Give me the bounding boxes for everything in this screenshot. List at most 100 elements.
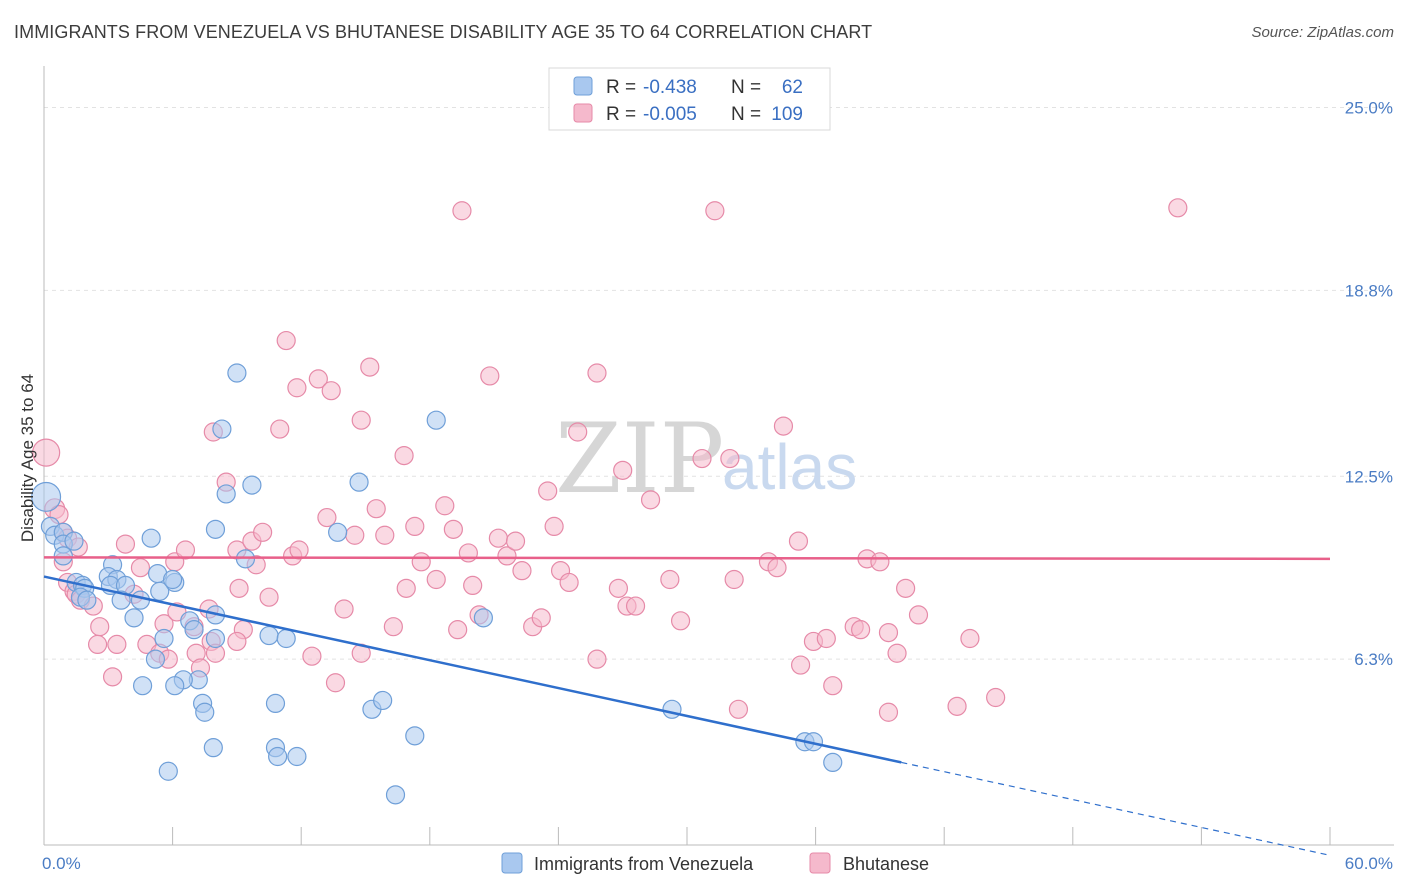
point-venezuela — [205, 628, 226, 649]
point-bhutanese — [405, 516, 425, 537]
point-bhutanese — [308, 369, 328, 389]
point-bhutanese — [640, 490, 661, 510]
point-bhutanese — [790, 655, 811, 675]
point-bhutanese — [345, 525, 365, 545]
x-tick-labels: 0.0% 60.0% — [42, 854, 1393, 873]
trend-line-venezuela-extension — [901, 761, 1331, 856]
point-bhutanese — [767, 558, 787, 578]
point-venezuela — [287, 746, 307, 767]
point-bhutanese — [544, 516, 564, 537]
point-bhutanese — [705, 201, 725, 221]
point-bhutanese — [488, 528, 508, 548]
point-bhutanese — [724, 569, 744, 590]
point-bhutanese — [587, 363, 607, 383]
point-bhutanese — [396, 578, 416, 598]
y-tick-labels: 6.3% 12.5% 18.8% 25.0% — [1345, 99, 1393, 670]
grid-lines — [44, 107, 1394, 660]
point-bhutanese — [559, 572, 579, 593]
point-venezuela — [268, 746, 288, 767]
point-venezuela — [53, 546, 73, 566]
point-bhutanese — [302, 646, 322, 666]
point-bhutanese — [289, 540, 309, 560]
y-tick-label: 6.3% — [1354, 650, 1393, 669]
watermark-atlas: atlas — [722, 431, 857, 503]
point-bhutanese — [334, 599, 354, 619]
point-bhutanese — [253, 522, 273, 542]
point-venezuela — [823, 752, 843, 773]
y-tick-label: 25.0% — [1345, 99, 1393, 118]
point-bhutanese — [426, 569, 446, 590]
point-venezuela — [426, 410, 446, 430]
point-bhutanese — [115, 534, 136, 554]
point-bhutanese — [259, 587, 279, 607]
point-bhutanese — [660, 569, 680, 590]
point-venezuela — [31, 481, 62, 512]
trend-line-bhutanese — [43, 556, 1331, 561]
point-bhutanese — [102, 667, 123, 687]
point-bhutanese — [816, 628, 836, 649]
point-bhutanese — [375, 525, 395, 545]
point-bhutanese — [870, 552, 890, 572]
point-venezuela — [111, 590, 131, 610]
point-bhutanese — [287, 378, 307, 398]
point-venezuela — [662, 699, 682, 719]
point-bhutanese — [720, 448, 740, 469]
point-venezuela — [473, 608, 493, 628]
series-legend-label-bhutanese: Bhutanese — [843, 854, 929, 874]
stats-legend-box — [548, 67, 831, 131]
point-bhutanese — [908, 605, 929, 625]
legend-r-value: -0.438 — [643, 77, 697, 98]
point-venezuela — [165, 676, 185, 696]
point-bhutanese — [587, 649, 607, 669]
point-bhutanese — [229, 578, 249, 598]
legend-r-label: R = — [606, 77, 636, 98]
point-bhutanese — [960, 628, 980, 649]
point-bhutanese — [270, 419, 290, 439]
point-bhutanese — [692, 448, 712, 469]
chart-title: IMMIGRANTS FROM VENEZUELA VS BHUTANESE D… — [14, 22, 873, 42]
legend-swatch-venezuela — [573, 76, 593, 96]
point-bhutanese — [728, 699, 749, 719]
point-bhutanese — [227, 631, 247, 652]
point-venezuela — [242, 475, 262, 495]
point-bhutanese — [276, 330, 296, 351]
point-bhutanese — [130, 558, 151, 578]
point-venezuela — [195, 702, 215, 722]
point-bhutanese — [613, 460, 633, 480]
point-venezuela — [130, 590, 151, 610]
point-bhutanese — [458, 543, 478, 563]
legend-n-label: N = — [731, 77, 761, 98]
point-bhutanese — [823, 676, 843, 696]
point-bhutanese — [107, 634, 127, 655]
series-legend-label-venezuela: Immigrants from Venezuela — [534, 854, 754, 874]
point-venezuela — [227, 363, 247, 383]
point-bhutanese — [90, 617, 110, 637]
point-bhutanese — [383, 617, 403, 637]
point-venezuela — [276, 628, 296, 649]
point-bhutanese — [87, 634, 108, 655]
point-bhutanese — [851, 620, 871, 640]
point-bhutanese — [497, 546, 517, 566]
point-venezuela — [184, 620, 204, 640]
point-bhutanese — [448, 620, 468, 640]
point-venezuela — [154, 628, 174, 649]
point-bhutanese — [608, 578, 629, 598]
point-bhutanese — [317, 507, 337, 528]
point-venezuela — [216, 484, 236, 504]
point-bhutanese — [538, 481, 558, 501]
point-bhutanese — [435, 496, 455, 516]
point-bhutanese — [670, 611, 691, 631]
stats-legend: R = -0.438 N = 62 R = -0.005 N = 109 — [548, 67, 831, 131]
point-bhutanese — [878, 622, 899, 643]
point-bhutanese — [360, 357, 380, 377]
point-venezuela — [373, 690, 393, 711]
legend-n-value: 109 — [771, 104, 803, 125]
point-bhutanese — [463, 575, 483, 596]
legend-n-value: 62 — [782, 77, 803, 98]
x-tick-label: 0.0% — [42, 854, 81, 873]
point-bhutanese — [175, 540, 196, 560]
trend-line-venezuela — [43, 575, 902, 764]
legend-r-label: R = — [606, 104, 636, 125]
trend-lines — [43, 556, 1331, 856]
